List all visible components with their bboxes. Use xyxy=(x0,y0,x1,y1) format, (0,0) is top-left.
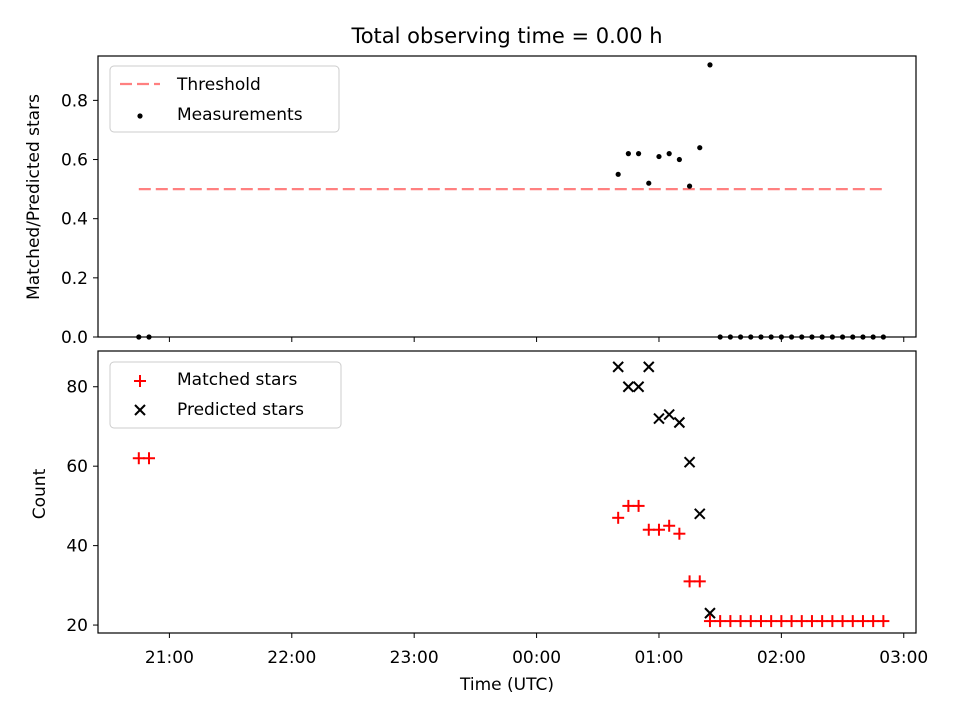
measurement-point xyxy=(656,153,662,160)
matched-stars-points xyxy=(132,452,890,628)
matched-star-point xyxy=(836,615,849,628)
matched-star-point xyxy=(805,615,818,628)
x-tick-label: 00:00 xyxy=(512,648,561,668)
legend-measurements-swatch xyxy=(137,113,143,119)
top-y-tick-label: 0.2 xyxy=(61,269,88,289)
predicted-stars-points xyxy=(612,361,716,619)
matched-star-point xyxy=(744,615,757,628)
matched-star-point xyxy=(663,519,676,532)
matched-star-point xyxy=(795,615,808,628)
top-measurement-points xyxy=(136,62,886,340)
predicted-star-point xyxy=(683,456,696,468)
matched-star-point xyxy=(652,523,665,536)
matched-star-point xyxy=(765,615,778,628)
top-legend: Threshold Measurements xyxy=(109,65,340,133)
x-tick-label: 22:00 xyxy=(267,648,316,668)
predicted-star-point xyxy=(673,416,686,429)
matched-star-point xyxy=(683,575,696,588)
bottom-panel: 20 40 60 80 Count 21:00 22:00 23:00 00:00 01:00… xyxy=(30,350,928,668)
top-y-tick-label: 0.0 xyxy=(61,328,88,348)
matched-star-point xyxy=(826,615,839,628)
matched-star-point xyxy=(816,615,829,628)
predicted-star-point xyxy=(694,508,706,520)
top-y-axis-label: Matched/Predicted stars xyxy=(24,94,44,300)
matched-star-point xyxy=(632,499,645,512)
measurement-point xyxy=(707,62,713,68)
matched-star-point xyxy=(856,615,869,628)
top-plot-frame xyxy=(97,55,917,338)
measurement-point xyxy=(697,145,703,151)
legend-matched-swatch xyxy=(134,375,146,387)
predicted-star-point xyxy=(632,381,645,393)
measurement-point xyxy=(686,183,693,189)
legend-matched-label: Matched stars xyxy=(177,370,297,390)
bottom-y-tick-label: 80 xyxy=(66,378,88,398)
measurement-point xyxy=(625,151,631,157)
bottom-legend: Matched stars Predicted stars xyxy=(109,361,342,429)
top-panel: 0.00.20.40.60.8 Matched/Predicted stars … xyxy=(24,55,917,348)
bottom-y-tick-label: 60 xyxy=(66,457,88,477)
top-legend-box xyxy=(109,65,340,133)
figure-title: Total observing time = 0.00 h xyxy=(350,24,662,48)
x-tick-label: 23:00 xyxy=(390,648,439,668)
top-y-tick-label: 0.6 xyxy=(61,151,88,171)
predicted-star-point xyxy=(612,361,624,373)
measurement-point xyxy=(666,151,672,157)
matched-star-point xyxy=(714,615,727,628)
matched-star-point xyxy=(775,615,788,628)
bottom-y-tick-label: 20 xyxy=(66,616,88,636)
top-x-ticks xyxy=(168,337,905,342)
bottom-y-tick-label: 40 xyxy=(66,537,88,557)
predicted-star-point xyxy=(622,381,635,393)
matched-star-point xyxy=(132,452,145,465)
measurement-point xyxy=(646,180,652,186)
bottom-plot-frame xyxy=(97,350,917,634)
matched-star-point xyxy=(724,615,737,628)
predicted-star-point xyxy=(653,412,665,425)
predicted-star-point xyxy=(663,408,675,421)
legend-measurements-label: Measurements xyxy=(177,105,303,125)
x-tick-label: 03:00 xyxy=(879,648,928,668)
x-tick-label: 21:00 xyxy=(145,648,194,668)
top-y-tick-label: 0.8 xyxy=(61,91,88,111)
bottom-y-ticks: 20 40 60 80 xyxy=(66,378,98,636)
measurement-point xyxy=(676,156,682,163)
measurement-point xyxy=(635,151,642,157)
matched-star-point xyxy=(877,615,890,628)
matched-star-point xyxy=(734,615,747,628)
matched-star-point xyxy=(846,615,859,628)
bottom-y-axis-label: Count xyxy=(30,468,50,519)
measurement-point xyxy=(615,171,621,177)
x-axis-label: Time (UTC) xyxy=(459,675,554,695)
top-y-tick-label: 0.4 xyxy=(61,210,88,230)
legend-predicted-swatch xyxy=(134,404,146,416)
predicted-star-point xyxy=(704,607,716,619)
matched-star-point xyxy=(673,527,686,540)
matched-star-point xyxy=(693,575,706,588)
matched-star-point xyxy=(703,615,716,628)
matched-star-point xyxy=(612,511,625,524)
legend-predicted-label: Predicted stars xyxy=(177,400,304,420)
x-tick-label: 01:00 xyxy=(634,648,683,668)
matched-star-point xyxy=(785,615,798,628)
matched-star-point xyxy=(867,615,880,628)
bottom-x-ticks: 21:00 22:00 23:00 00:00 01:00 02:00 03:00 xyxy=(145,633,928,668)
matched-star-point xyxy=(642,523,655,536)
matched-star-point xyxy=(622,499,635,512)
top-y-ticks: 0.0 0.2 0.4 0.6 0.8 xyxy=(61,91,98,348)
matched-star-point xyxy=(754,615,767,628)
legend-threshold-label: Threshold xyxy=(176,75,261,95)
bottom-legend-box xyxy=(109,361,342,429)
matched-star-point xyxy=(142,452,155,465)
x-tick-label: 02:00 xyxy=(757,648,806,668)
predicted-star-point xyxy=(643,361,655,373)
